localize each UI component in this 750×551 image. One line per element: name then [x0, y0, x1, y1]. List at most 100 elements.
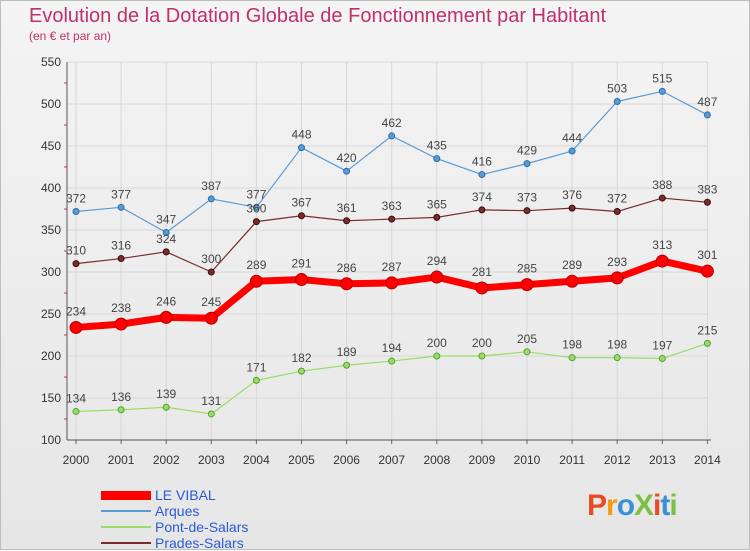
x-tick-label: 2014: [694, 453, 721, 467]
data-label: 294: [427, 254, 447, 268]
legend-label: LE VIBAL: [155, 487, 216, 503]
x-tick-label: 2001: [108, 453, 135, 467]
axes: 100 150 200 250 300 350 400 450 500 550 2000 2001 20…: [41, 55, 721, 467]
data-label: 301: [697, 248, 717, 262]
data-label: 200: [472, 336, 492, 350]
data-label: 198: [562, 338, 582, 352]
data-label: 313: [652, 238, 672, 252]
data-label: 360: [246, 202, 266, 216]
data-label: 310: [66, 244, 86, 258]
data-point: [568, 147, 576, 155]
data-point: [613, 354, 621, 362]
grid-lines: [67, 61, 708, 441]
data-point: [388, 215, 396, 223]
data-point: [72, 407, 80, 415]
data-label: 429: [517, 144, 537, 158]
data-label: 361: [337, 201, 357, 215]
proxiti-logo: ProXiti: [587, 489, 678, 523]
data-label: 285: [517, 262, 537, 276]
data-label: 374: [472, 190, 492, 204]
y-tick-label: 400: [41, 181, 61, 195]
data-point: [613, 97, 621, 105]
x-tick-label: 2003: [198, 453, 225, 467]
data-point: [568, 354, 576, 362]
data-label: 324: [156, 232, 176, 246]
x-tick-label: 2004: [243, 453, 270, 467]
chart-title: Evolution de la Dotation Globale de Fonc…: [29, 5, 607, 27]
y-tick-label: 250: [41, 307, 61, 321]
x-tick-label: 2009: [469, 453, 496, 467]
data-label: 416: [472, 155, 492, 169]
data-point: [162, 248, 170, 256]
data-point: [207, 195, 215, 203]
data-label: 171: [246, 360, 266, 374]
data-label: 139: [156, 387, 176, 401]
data-point: [343, 361, 351, 369]
data-point: [658, 355, 666, 363]
data-point: [298, 144, 305, 152]
data-label: 503: [607, 81, 627, 95]
data-point: [298, 212, 305, 220]
data-point: [433, 155, 441, 163]
data-label: 200: [427, 336, 447, 350]
data-label: 245: [201, 295, 221, 309]
series-pont-de-salars: [72, 339, 711, 418]
data-point: [117, 203, 125, 211]
legend-label: Arques: [155, 503, 200, 519]
data-point: [343, 167, 351, 175]
data-label: 387: [201, 179, 221, 193]
data-point: [249, 274, 263, 288]
data-label: 281: [472, 265, 492, 279]
data-point: [475, 281, 489, 295]
data-point: [207, 410, 215, 418]
data-point: [433, 213, 441, 221]
data-label: 372: [607, 192, 627, 206]
data-point: [295, 273, 308, 287]
data-label: 289: [562, 258, 582, 272]
data-label: 444: [562, 131, 582, 145]
data-point: [703, 198, 711, 206]
data-label: 487: [697, 95, 717, 109]
data-label: 515: [652, 71, 672, 85]
data-point: [117, 255, 125, 263]
logo-letter: X: [634, 489, 654, 522]
data-label: 198: [607, 338, 627, 352]
series-arques: [72, 87, 711, 237]
logo-letter: o: [616, 489, 635, 522]
data-label: 286: [337, 261, 357, 275]
x-tick-label: 2012: [604, 453, 631, 467]
data-point: [388, 132, 396, 140]
data-point: [252, 203, 260, 211]
data-point: [343, 217, 351, 225]
data-label: 462: [382, 116, 402, 130]
legend-label: Prades-Salars: [155, 535, 244, 551]
logo-letter: i: [653, 489, 661, 522]
logo-letter: i: [669, 489, 677, 522]
data-point: [520, 278, 534, 292]
data-point: [340, 277, 354, 291]
data-label: 448: [291, 128, 311, 142]
data-label: 136: [111, 390, 131, 404]
data-point: [613, 208, 621, 216]
data-label: 367: [291, 196, 311, 210]
data-point: [252, 376, 260, 384]
data-label: 182: [291, 351, 311, 365]
data-label: 300: [201, 252, 221, 266]
data-label: 197: [652, 339, 672, 353]
data-label: 215: [697, 323, 717, 337]
data-label: 234: [66, 304, 86, 318]
y-tick-label: 350: [41, 223, 61, 237]
y-tick-label: 150: [41, 391, 61, 405]
data-point: [162, 229, 170, 237]
data-label: 131: [201, 394, 221, 408]
legend-swatch: [101, 542, 151, 544]
data-point: [658, 194, 666, 202]
y-tick-label: 100: [41, 433, 61, 447]
y-tick-label: 550: [41, 55, 61, 69]
data-point: [162, 403, 170, 411]
x-tick-label: 2011: [559, 453, 585, 467]
legend-label: Pont-de-Salars: [155, 519, 249, 535]
data-point: [565, 274, 579, 288]
